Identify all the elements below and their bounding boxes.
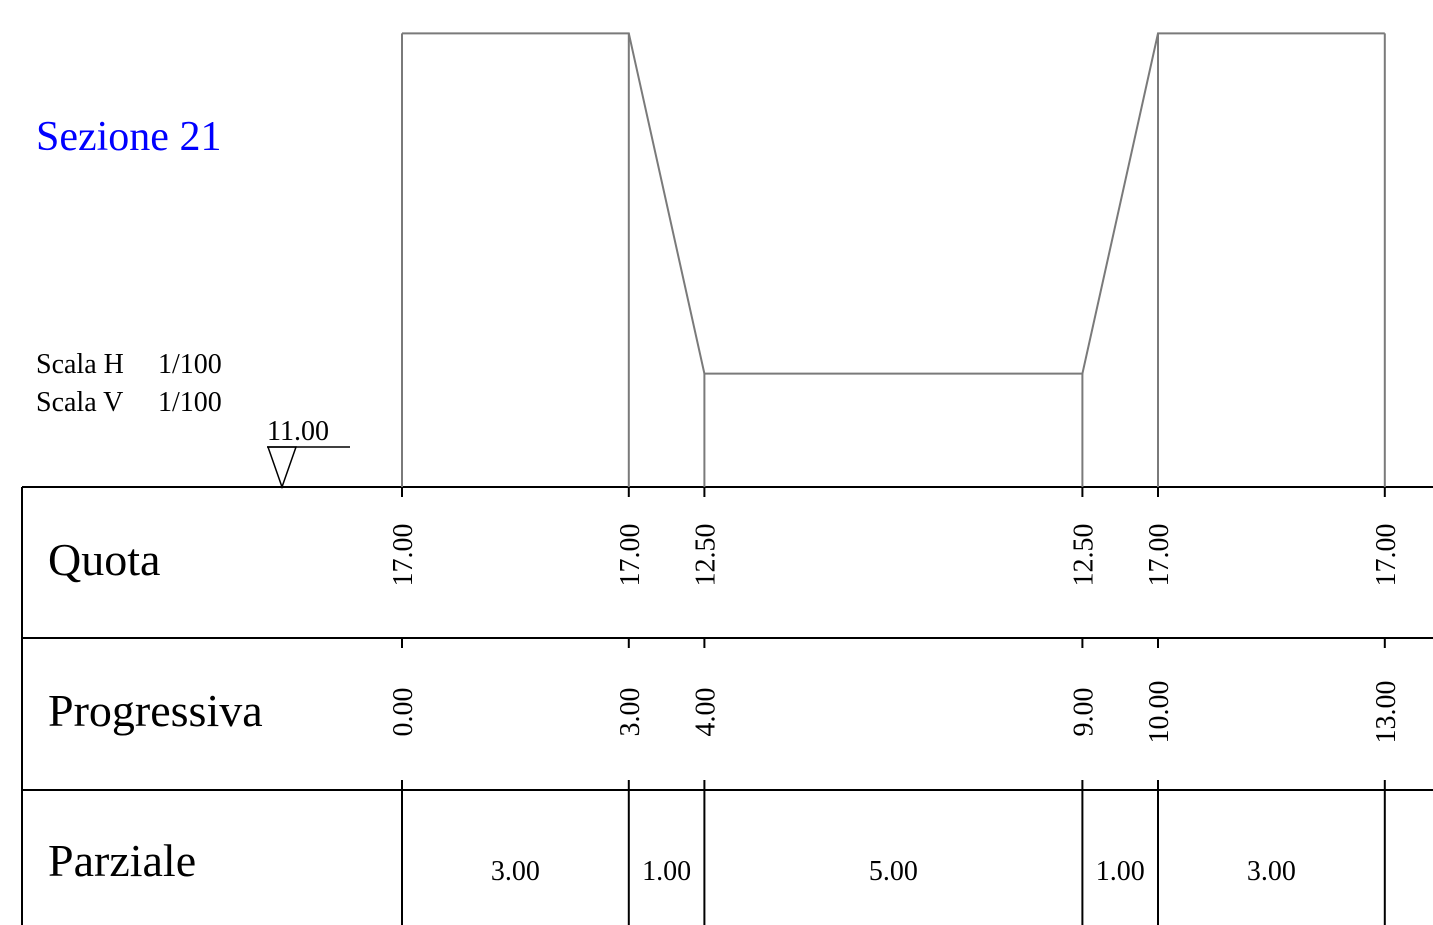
progressiva-value: 13.00 <box>1371 681 1402 744</box>
progressiva-value: 0.00 <box>388 688 419 737</box>
quota-value: 12.50 <box>690 524 721 587</box>
progressiva-value: 3.00 <box>615 688 646 737</box>
section-title: Sezione 21 <box>36 114 221 160</box>
quota-value: 17.00 <box>615 524 646 587</box>
scale-v-label: Scala V <box>36 387 123 418</box>
row-label-progressiva: Progressiva <box>48 685 263 736</box>
quota-value: 17.00 <box>1371 524 1402 587</box>
scale-h-value: 1/100 <box>158 349 222 380</box>
parziale-value: 1.00 <box>642 856 691 887</box>
quota-value: 17.00 <box>388 524 419 587</box>
scale-v-value: 1/100 <box>158 387 222 418</box>
progressiva-value: 9.00 <box>1068 688 1099 737</box>
datum-marker: 11.00 <box>266 416 350 490</box>
datum-label: 11.00 <box>267 416 329 447</box>
row-label-quota: Quota <box>48 534 160 585</box>
terrain-profile-line <box>402 32 1385 375</box>
scale-h-label: Scala H <box>36 349 124 380</box>
parziale-value: 1.00 <box>1096 856 1145 887</box>
datum-triangle-icon <box>266 446 298 490</box>
parziale-value: 3.00 <box>1247 856 1296 887</box>
row-label-parziale: Parziale <box>48 835 196 886</box>
quota-value: 12.50 <box>1068 524 1099 587</box>
progressiva-value: 10.00 <box>1144 681 1175 744</box>
parziale-value: 5.00 <box>869 856 918 887</box>
profile-layer <box>401 32 1386 925</box>
quota-value: 17.00 <box>1144 524 1175 587</box>
parziale-value: 3.00 <box>491 856 540 887</box>
scale-info: Scala H 1/100 Scala V 1/100 <box>36 349 222 418</box>
data-table: Quota Progressiva Parziale <box>21 486 1433 925</box>
progressiva-value: 4.00 <box>690 688 721 737</box>
labels-layer: 17.00 0.00 17.00 3.00 12.50 4.00 12.50 9.00 17.0… <box>388 524 1402 888</box>
